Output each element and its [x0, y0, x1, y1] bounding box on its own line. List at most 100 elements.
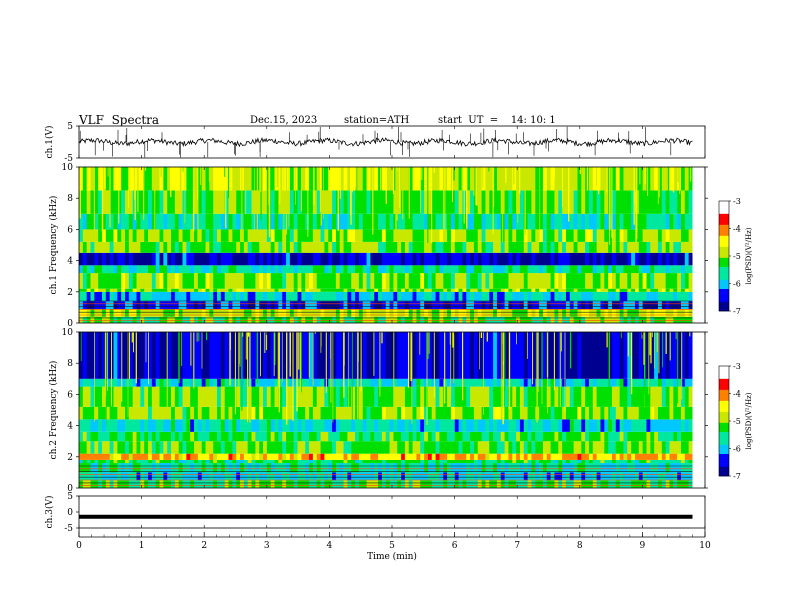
spectrogram-cell [447, 441, 452, 454]
spectrogram-cell [684, 472, 690, 481]
spectrogram-cell [305, 431, 310, 442]
spectrogram-cell [542, 265, 548, 274]
spectrogram-cell [151, 332, 157, 379]
spectrogram-cell [159, 241, 164, 253]
spectrogram-cell [148, 213, 153, 230]
spectrogram-cell [680, 378, 686, 387]
spectrogram-cell [140, 301, 145, 309]
spectrogram-cell [581, 301, 586, 309]
spectrogram-cell [401, 252, 406, 266]
spectrogram-cell [159, 213, 164, 230]
spectrogram-cell [454, 301, 459, 309]
spectrogram-cell [205, 386, 210, 407]
spectrogram-cell [358, 459, 364, 464]
spectrogram-cell [381, 190, 387, 214]
spectrogram-cell [550, 386, 555, 407]
spectrogram-cell [305, 332, 310, 379]
spectrogram-cell [186, 229, 191, 242]
spectrogram-cell [481, 265, 486, 274]
spectrogram-cell [113, 301, 118, 309]
spectrogram-cell [240, 472, 245, 481]
spectrogram-cell [458, 316, 463, 323]
spectrogram-cell [404, 167, 410, 191]
spectrogram-cell [205, 301, 210, 309]
spectrogram-cell [312, 288, 318, 292]
spectrogram-cell [569, 431, 575, 442]
colorbar-swatch [719, 389, 729, 392]
spectrogram-cell [182, 316, 187, 323]
spectrogram-cell [121, 441, 126, 454]
spectrogram-cell [447, 308, 452, 317]
spectrogram-cell [90, 441, 95, 454]
spectrogram-cell [324, 167, 329, 191]
spectrogram-cell [270, 378, 275, 387]
spectrogram-cell [105, 386, 111, 407]
spectrogram-cell [489, 378, 494, 387]
spectrogram-cell [424, 463, 429, 473]
spectrogram-cell [335, 252, 341, 266]
spectrogram-cell [190, 386, 195, 407]
spectrogram-cell [251, 167, 256, 191]
spectrogram-cell [132, 453, 137, 460]
spectrogram-cell [608, 241, 613, 253]
spectrogram-cell [378, 431, 383, 442]
spectrogram-cell [604, 459, 609, 464]
spectrogram-cell [274, 273, 279, 289]
spectrogram-cell [335, 441, 341, 454]
spectrogram-cell [374, 441, 379, 454]
spectrogram-cell [458, 480, 463, 488]
spectrogram-cell [320, 252, 325, 266]
spectrogram-cell [186, 386, 191, 407]
spectrogram-cell [159, 419, 164, 432]
spectrogram-cell [631, 332, 636, 379]
spectrogram-cell [401, 273, 406, 289]
spectrogram-cell [535, 229, 540, 242]
spectrogram-cell [125, 265, 130, 274]
spectrogram-cell [654, 265, 659, 274]
spectrogram-cell [684, 229, 690, 242]
spectrogram-cell [427, 308, 433, 317]
spectrogram-cell [98, 378, 103, 387]
spectrogram-cell [565, 229, 571, 242]
spectrogram-cell [213, 288, 218, 292]
spectrogram-cell [623, 291, 628, 302]
spectrogram-cell [519, 252, 525, 266]
spectrogram-cell [604, 213, 609, 230]
spectrogram-cell [182, 265, 187, 274]
spectrogram-cell [151, 378, 157, 387]
spectrogram-cell [86, 463, 91, 473]
spectrogram-cell [565, 453, 571, 460]
spectrogram-cell [151, 288, 157, 292]
spectrogram-cell [79, 453, 84, 460]
spectrogram-cell [282, 316, 287, 323]
spectrogram-cell [577, 316, 582, 323]
spectrogram-cell [132, 316, 137, 323]
spectrogram-cell [117, 167, 122, 191]
spectrogram-cell [140, 190, 145, 214]
spectrogram-cell [266, 463, 272, 473]
colorbar-swatch [719, 201, 729, 204]
spectrogram-cell [301, 332, 306, 379]
spectrogram-cell [673, 406, 678, 420]
spectrogram-cell [351, 288, 356, 292]
spectrogram-cell [577, 301, 582, 309]
spectrogram-cell [573, 378, 578, 387]
spectrogram-cell [627, 480, 632, 488]
spectrogram-cell [539, 453, 544, 460]
spectrogram-cell [565, 459, 571, 464]
spectrogram-cell [588, 265, 594, 274]
spectrogram-cell [454, 378, 459, 387]
spectrogram-cell [102, 459, 107, 464]
spectrogram-cell [167, 463, 172, 473]
spectrogram-cell [128, 229, 134, 242]
spectrogram-cell [462, 273, 467, 289]
spectrogram-cell [374, 459, 379, 464]
spectrogram-cell [481, 419, 486, 432]
spectrogram-cell [136, 167, 141, 191]
spectrogram-cell [677, 472, 682, 481]
spectrogram-cell [374, 265, 379, 274]
spectrogram-cell [493, 386, 498, 407]
spectrogram-cell [251, 419, 256, 432]
spectrogram-cell [151, 441, 157, 454]
spectrogram-cell [516, 480, 521, 488]
